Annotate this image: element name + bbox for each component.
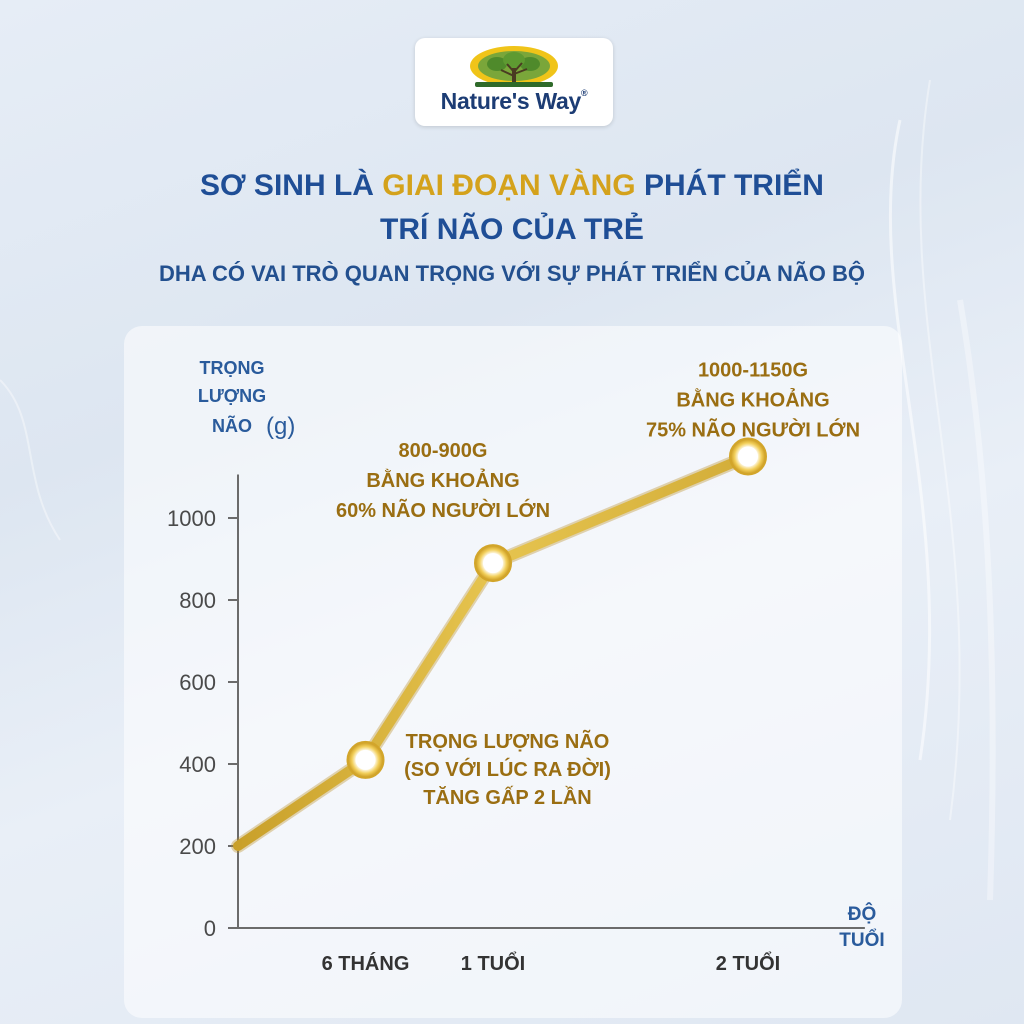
y-tick-label: 400 — [179, 752, 216, 777]
y-axis-unit: (g) — [266, 413, 295, 440]
y-tick-label: 200 — [179, 834, 216, 859]
headline-line-2: TRÍ NÃO CỦA TRẺ — [380, 213, 644, 246]
headline-highlight: GIAI ĐOẠN VÀNG — [382, 169, 636, 202]
x-tick-label: 6 THÁNG — [322, 952, 410, 975]
series-line — [233, 451, 753, 851]
data-point — [346, 740, 385, 779]
annotation-line: 60% NÃO NGƯỜI LỚN — [336, 498, 550, 522]
data-point — [729, 437, 767, 476]
y-axis-label: TRỌNG — [200, 358, 265, 378]
chart-card — [124, 326, 902, 1018]
y-tick-label: 0 — [204, 916, 216, 941]
x-axis-label: TUỔI — [839, 929, 884, 951]
data-point — [474, 544, 512, 583]
data-point-core — [738, 446, 758, 467]
annotation-line: 75% NÃO NGƯỜI LỚN — [646, 418, 860, 442]
x-tick-label: 1 TUỔI — [461, 951, 525, 975]
annotation-line: BẰNG KHOẢNG — [366, 468, 519, 492]
annotation-line: TRỌNG LƯỢNG NÃO — [406, 730, 610, 753]
y-tick-label: 800 — [179, 588, 216, 613]
y-axis-label: LƯỢNG — [198, 386, 266, 406]
y-axis-label: NÃO — [212, 415, 252, 436]
headline-line-1: SƠ SINH LÀ GIAI ĐOẠN VÀNG PHÁT TRIỂN — [200, 169, 824, 202]
brand-logo[interactable]: Nature's Way® — [415, 38, 613, 126]
annotation-line: (SO VỚI LÚC RA ĐỜI) — [404, 757, 611, 781]
brand-name: Nature's Way® — [440, 88, 588, 114]
annotation-line: 1000-1150G — [698, 360, 808, 382]
annotation-line: TĂNG GẤP 2 LẦN — [423, 786, 592, 809]
y-tick-label: 600 — [179, 670, 216, 695]
annotation-line: BẰNG KHOẢNG — [676, 388, 829, 412]
data-point-core — [355, 749, 376, 770]
y-tick-label: 1000 — [167, 506, 216, 531]
x-tick-label: 2 TUỔI — [716, 951, 780, 975]
tree-icon — [470, 46, 558, 87]
data-point-core — [483, 553, 503, 574]
x-axis-label: ĐỘ — [848, 903, 877, 925]
annotation-line: 800-900G — [399, 440, 488, 462]
subtitle: DHA CÓ VAI TRÒ QUAN TRỌNG VỚI SỰ PHÁT TR… — [159, 261, 865, 286]
